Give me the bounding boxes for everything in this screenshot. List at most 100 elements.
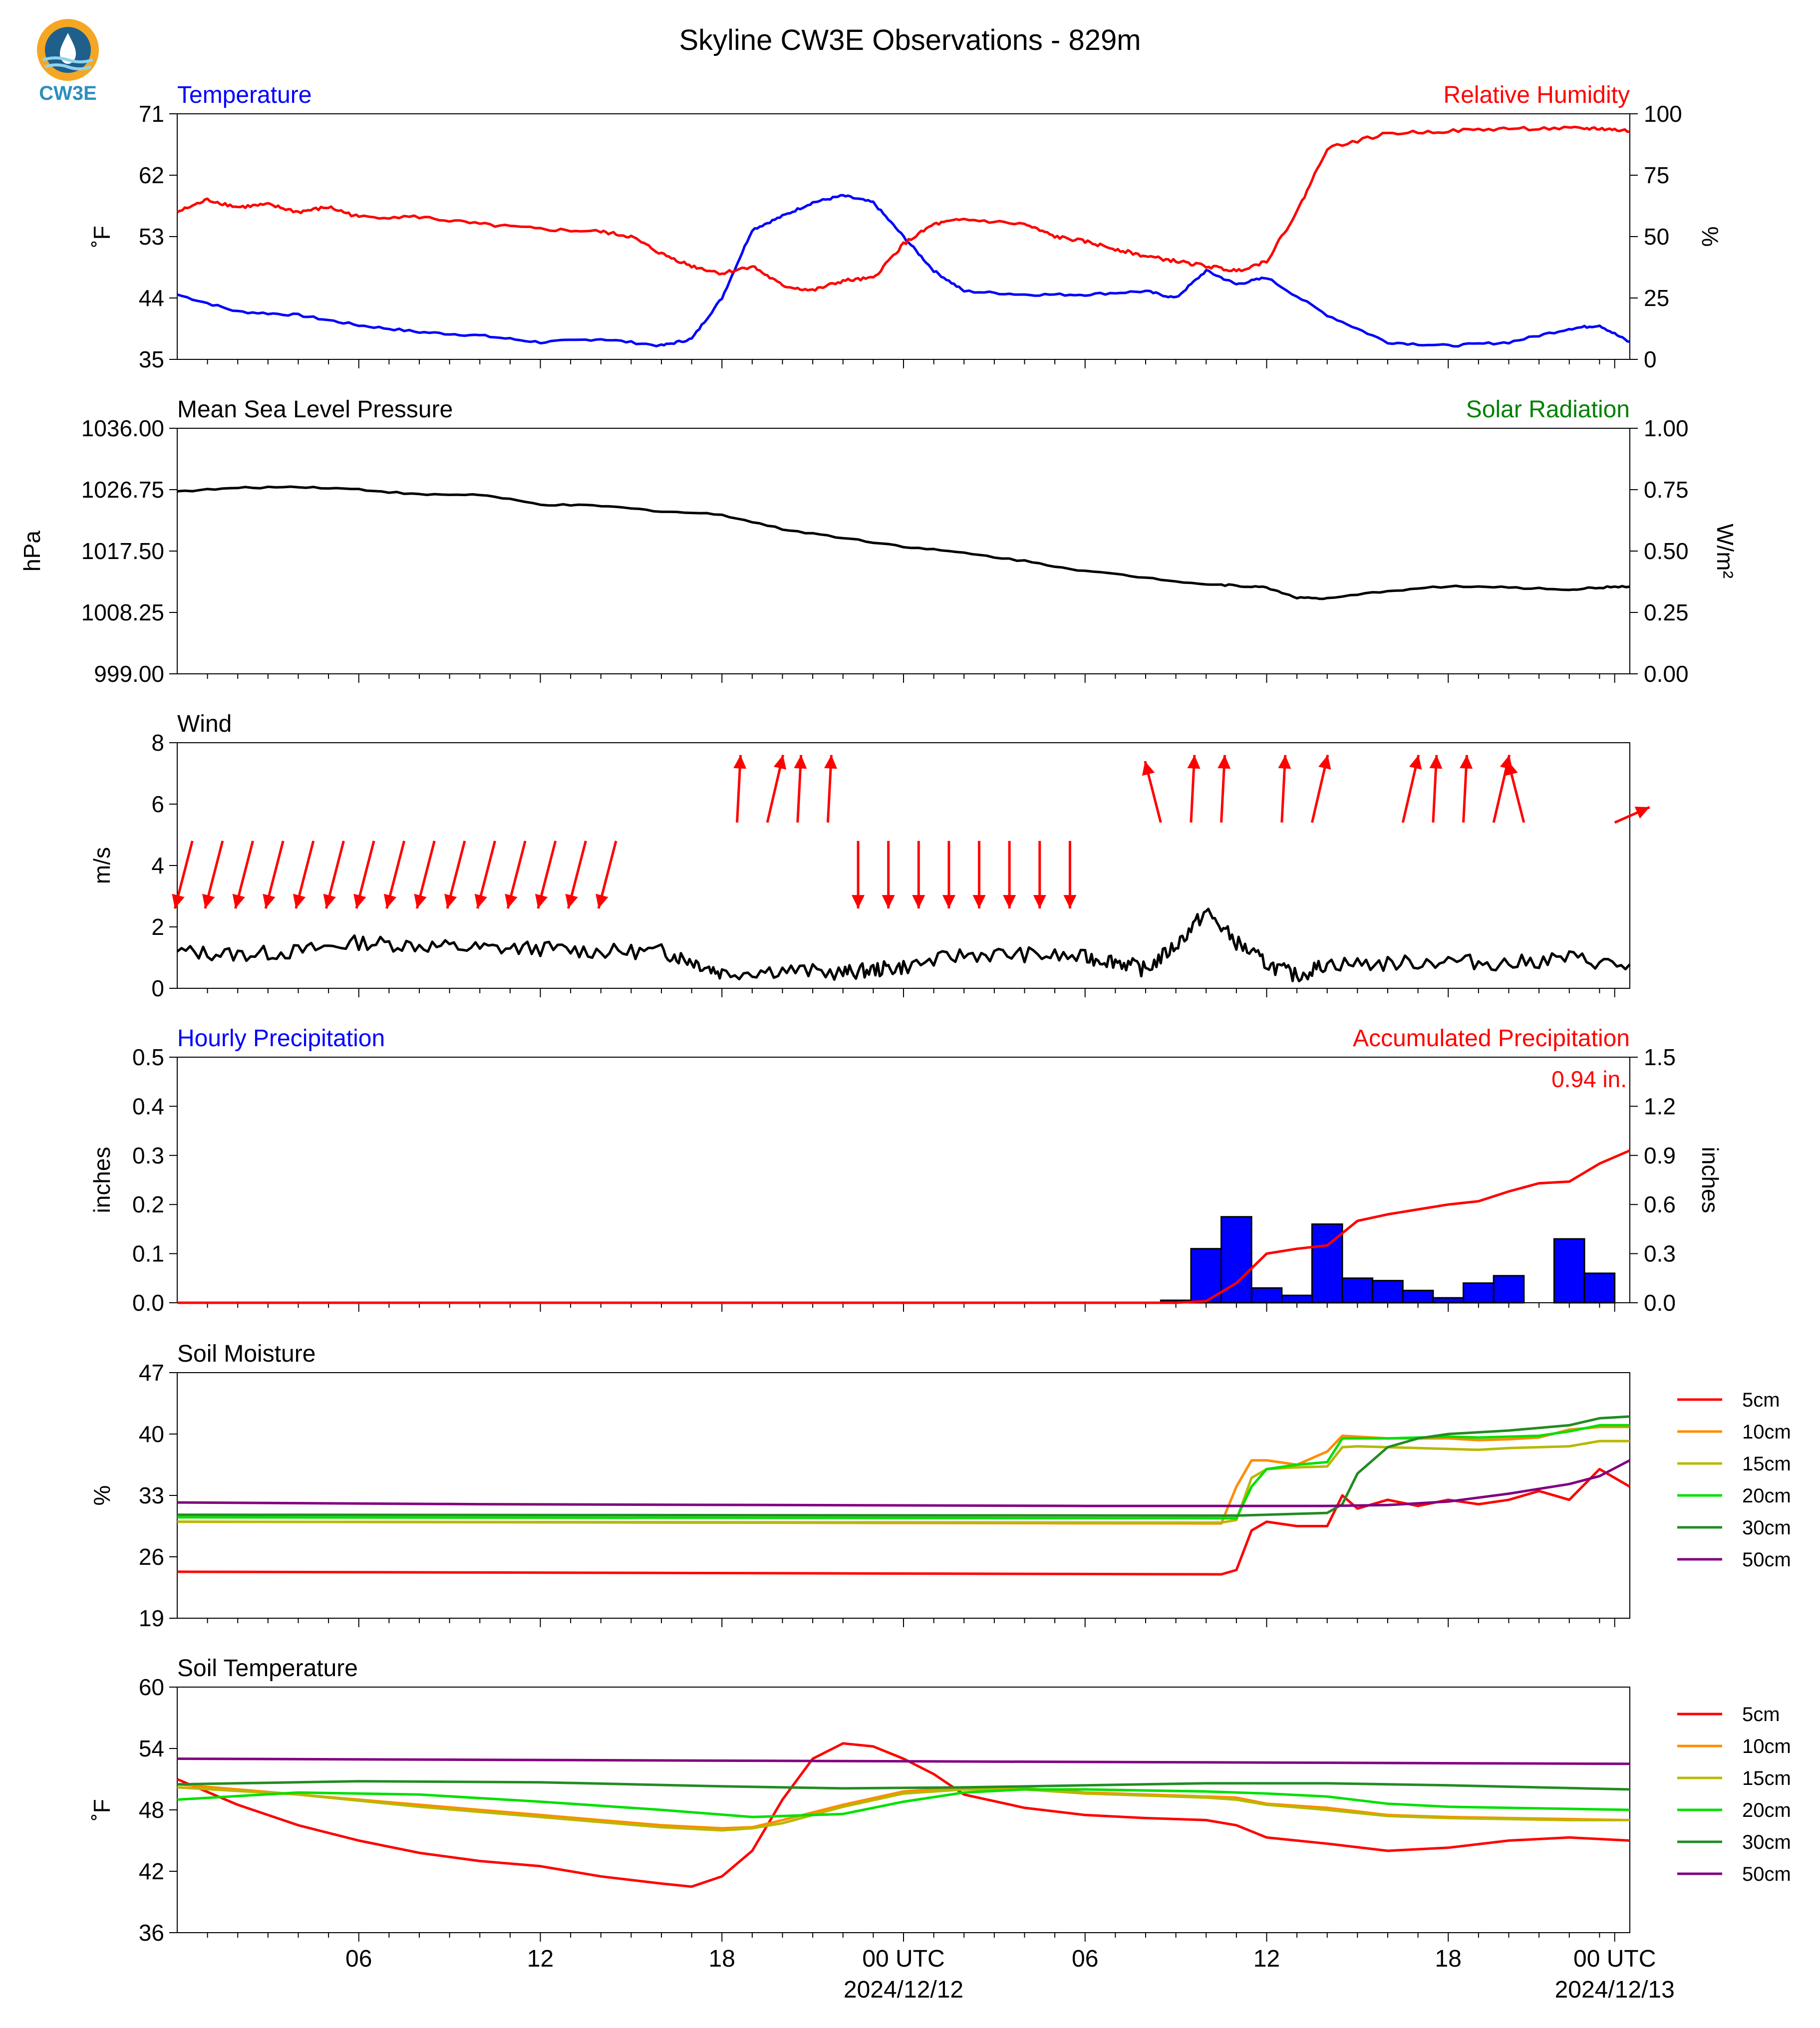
y-tick-label-left: 44: [139, 285, 164, 311]
plot-frame: [177, 1687, 1630, 1933]
y-tick-label-left: 71: [139, 101, 164, 127]
precip-bar: [1583, 1272, 1616, 1304]
y-tick-label-right: 0.50: [1644, 538, 1689, 564]
series-line-50cm: [177, 1757, 1630, 1765]
series-line-20cm: [177, 1424, 1630, 1520]
y-tick-label-right: 0: [1644, 346, 1657, 372]
panel-title-left: Wind: [177, 711, 232, 737]
panel-title-right: Relative Humidity: [1444, 82, 1630, 108]
plot-frame: [177, 1057, 1630, 1303]
y-tick-label-right: 0.3: [1644, 1241, 1676, 1267]
y-tick-label-left: 26: [139, 1544, 164, 1570]
legend-label: 30cm: [1742, 1517, 1791, 1539]
legend-label: 50cm: [1742, 1863, 1791, 1885]
y-tick-label-left: 0.4: [132, 1093, 164, 1119]
x-date-label: 2024/12/12: [844, 1977, 963, 2003]
wind-arrowhead: [1634, 807, 1650, 819]
wind-arrowhead: [474, 893, 487, 909]
wind-arrowhead: [1318, 755, 1331, 770]
wind-arrowhead: [1003, 895, 1016, 909]
y-axis-label-left: hPa: [19, 531, 45, 572]
legend-label: 10cm: [1742, 1736, 1791, 1757]
x-tick-label: 06: [1072, 1946, 1098, 1972]
y-tick-label-right: 0.6: [1644, 1191, 1676, 1217]
wind-arrowhead: [972, 895, 986, 909]
y-tick-label-right: 1.00: [1644, 415, 1689, 441]
precip-bar: [1341, 1277, 1374, 1304]
y-tick-label-right: 100: [1644, 101, 1682, 127]
panel-title-right: Accumulated Precipitation: [1353, 1025, 1630, 1052]
x-tick-label: 18: [1435, 1946, 1462, 1972]
wind-arrowhead: [794, 755, 807, 769]
series-line-20cm: [177, 1788, 1630, 1818]
wind-arrowhead: [733, 755, 747, 769]
panel-title-left: Hourly Precipitation: [177, 1025, 385, 1052]
wind-arrowhead: [824, 755, 838, 769]
wind-arrowhead: [882, 895, 895, 909]
y-tick-label-left: 60: [139, 1674, 164, 1700]
precip-bar: [1250, 1287, 1283, 1304]
wind-arrowhead: [353, 893, 366, 909]
wind-arrowhead: [293, 893, 306, 909]
panel-title-left: Soil Moisture: [177, 1341, 315, 1367]
y-tick-label-left: 0.2: [132, 1191, 164, 1217]
y-tick-label-right: 25: [1644, 285, 1669, 311]
precip-bar: [1463, 1282, 1495, 1304]
y-axis-label-left: ˚F: [89, 1799, 115, 1820]
legend-label: 10cm: [1742, 1421, 1791, 1443]
wind-arrowhead: [1429, 755, 1443, 769]
y-tick-label-left: 35: [139, 346, 164, 372]
panel-title-right: Solar Radiation: [1466, 396, 1630, 423]
wind-arrowhead: [1033, 895, 1046, 909]
y-tick-label-left: 1026.75: [81, 477, 164, 503]
y-tick-label-left: 62: [139, 162, 164, 188]
logo-wave-icon: [44, 63, 91, 70]
x-tick-label: 12: [527, 1946, 554, 1972]
y-tick-label-left: 47: [139, 1360, 164, 1386]
legend-label: 30cm: [1742, 1831, 1791, 1853]
series-line-5cm: [177, 1742, 1630, 1888]
water-drop-icon: [60, 33, 76, 64]
y-tick-label-left: 36: [139, 1920, 164, 1946]
y-tick-label-left: 0.5: [132, 1044, 164, 1070]
wind-arrowhead: [852, 895, 865, 909]
precip-bar: [1281, 1294, 1313, 1304]
wind-arrowhead: [323, 893, 336, 909]
x-tick-label: 00 UTC: [862, 1946, 944, 1972]
figure-title: Skyline CW3E Observations - 829m: [679, 24, 1141, 56]
y-tick-label-left: 0.0: [132, 1290, 164, 1316]
series-line-mslp: [177, 485, 1630, 600]
wind-arrowhead: [1278, 755, 1291, 769]
panel-temperature_rh: Temperature Relative Humidity 35 44 53 62 71 ˚F…: [89, 82, 1723, 372]
y-tick-label-left: 40: [139, 1421, 164, 1447]
y-tick-label-left: 48: [139, 1797, 164, 1823]
y-tick-label-right: 1.2: [1644, 1093, 1676, 1119]
legend-label: 20cm: [1742, 1485, 1791, 1507]
x-tick-label: 00 UTC: [1573, 1946, 1656, 1972]
y-axis-label-left: %: [89, 1485, 115, 1506]
y-tick-label-right: 50: [1644, 224, 1669, 250]
series-line-30cm: [177, 1415, 1630, 1517]
wind-arrowhead: [202, 893, 215, 909]
legend-label: 15cm: [1742, 1453, 1791, 1475]
wind-arrowhead: [1142, 761, 1155, 776]
series-line-temperature: [177, 194, 1630, 348]
wind-arrowhead: [232, 893, 245, 909]
wind-arrowhead: [1409, 755, 1422, 770]
wind-arrowhead: [1217, 755, 1231, 769]
wind-arrowhead: [596, 893, 608, 909]
y-tick-label-right: 0.75: [1644, 477, 1689, 503]
legend-label: 20cm: [1742, 1799, 1791, 1821]
y-axis-label-right: %: [1697, 227, 1723, 247]
y-axis-label-left: inches: [89, 1147, 115, 1213]
wind-arrowhead: [912, 895, 925, 909]
precip-bar: [1553, 1238, 1585, 1304]
y-tick-label-left: 33: [139, 1482, 164, 1508]
series-line-wind_speed: [176, 907, 1631, 983]
y-tick-label-left: 8: [151, 730, 164, 756]
series-line-accumulated: [177, 1149, 1630, 1304]
y-tick-label-left: 0: [151, 975, 164, 1001]
series-line-15cm: [177, 1440, 1630, 1524]
series-line-relative_humidity: [176, 125, 1630, 292]
y-tick-label-left: 53: [139, 224, 164, 250]
